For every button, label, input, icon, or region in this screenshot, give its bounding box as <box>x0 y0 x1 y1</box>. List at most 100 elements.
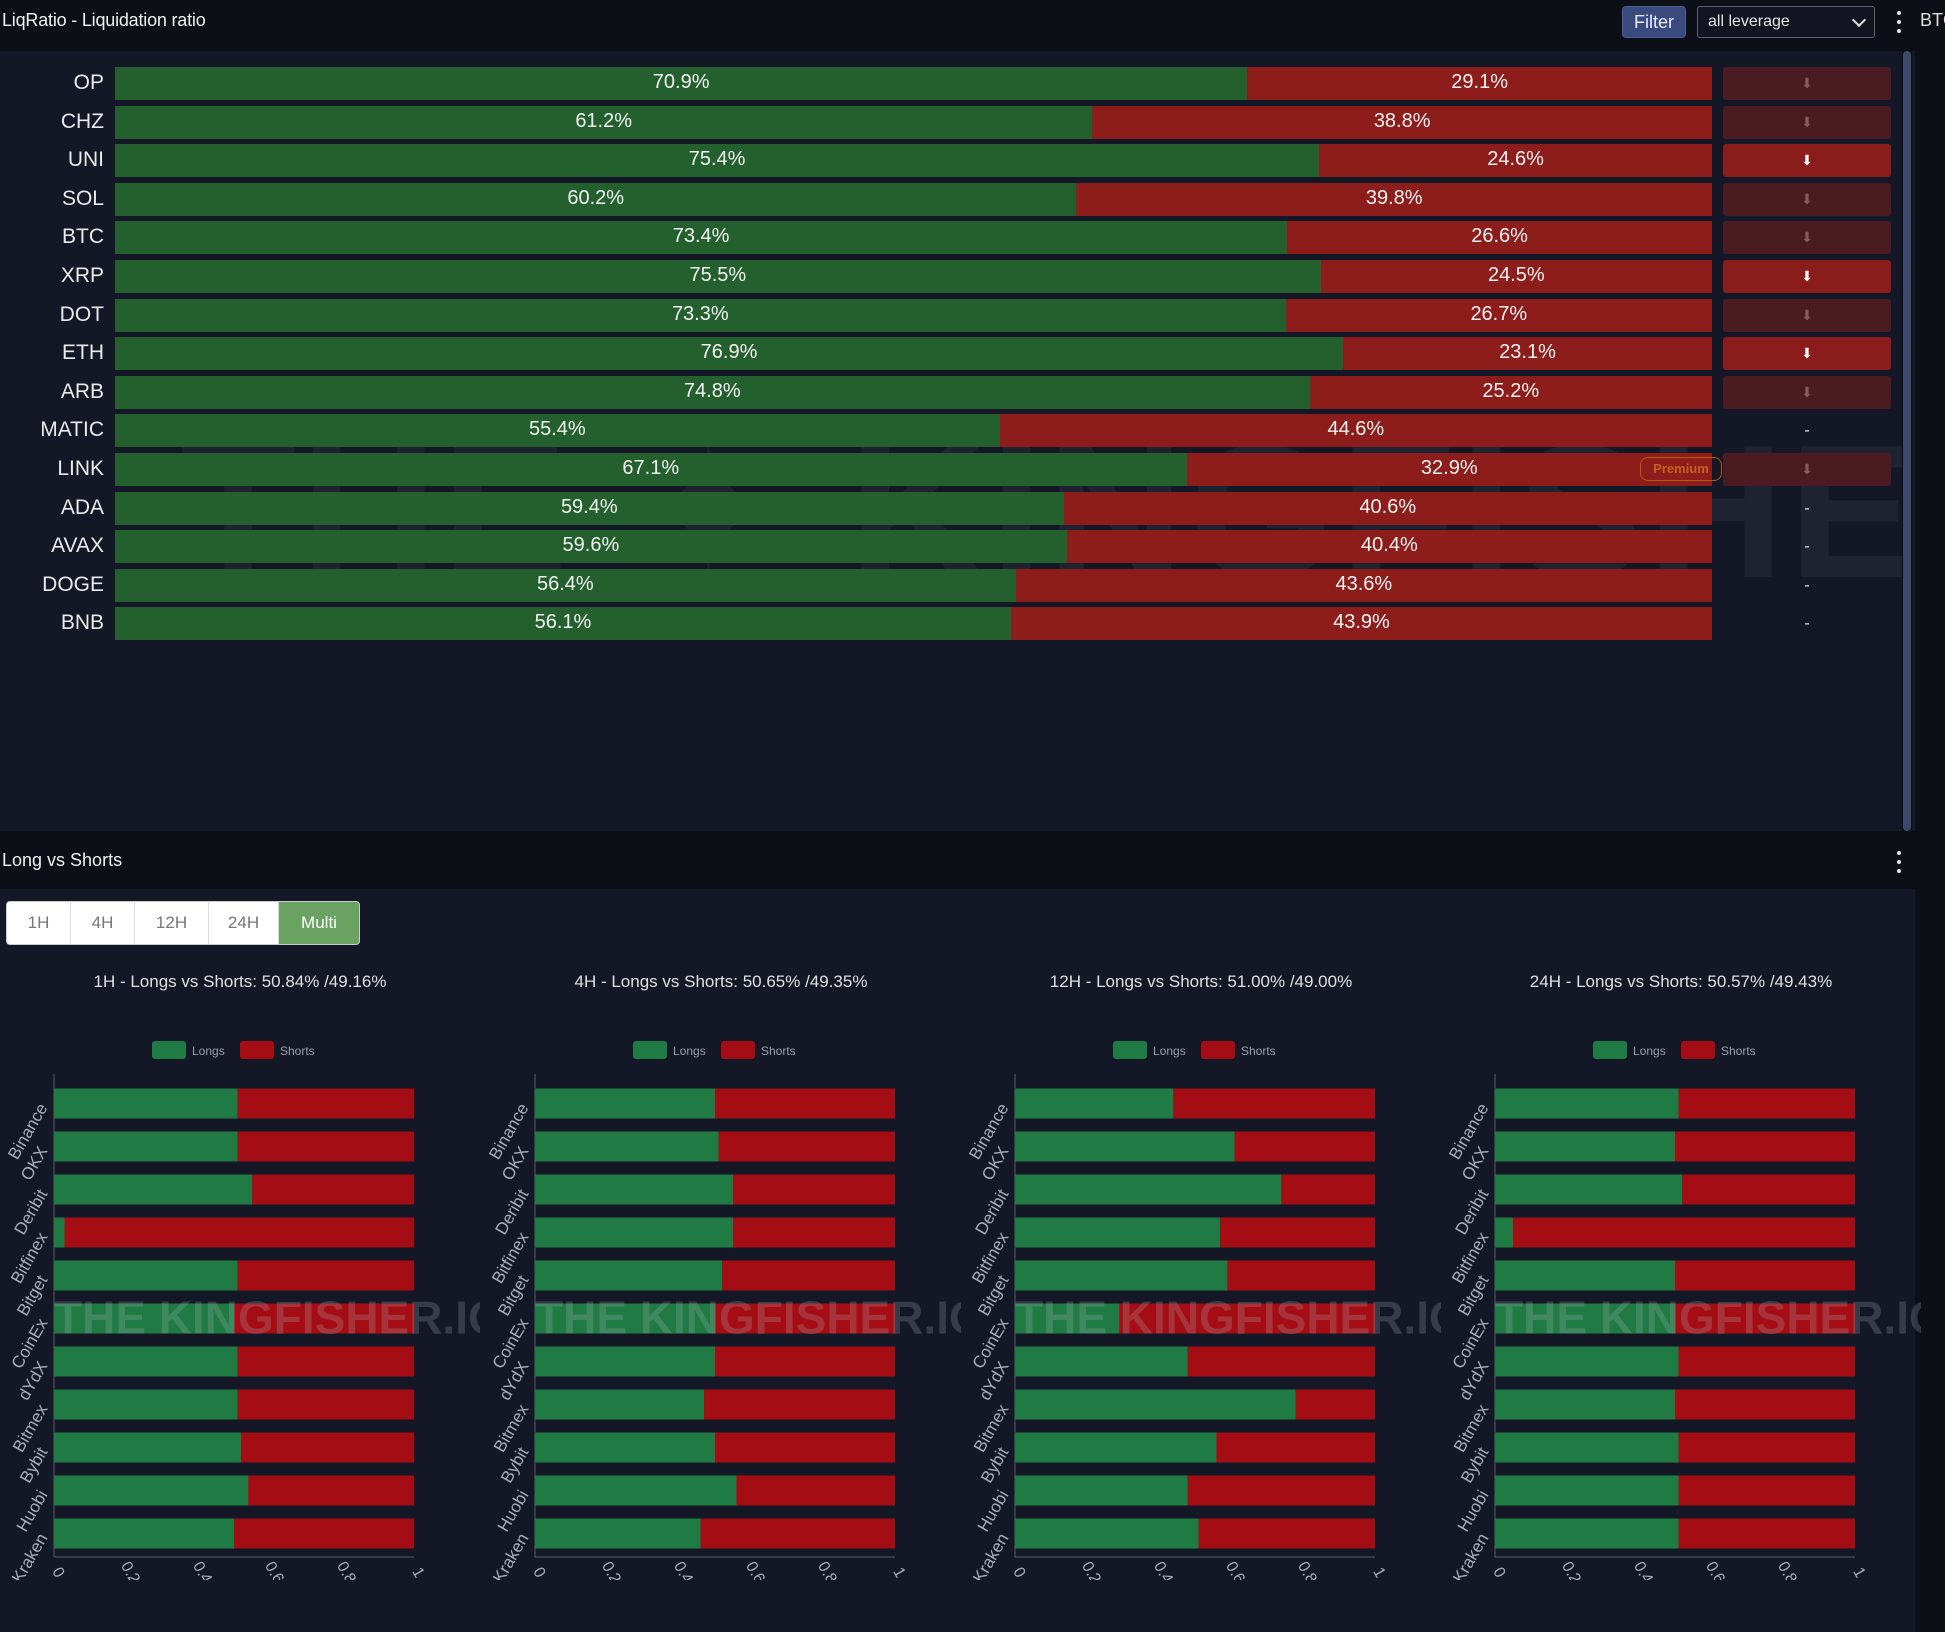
chart-title: 4H - Longs vs Shorts: 50.65% /49.35% <box>574 972 868 991</box>
ratio-bar[interactable]: 56.1% 43.9% <box>115 607 1712 641</box>
leverage-select[interactable]: all leverage <box>1697 6 1875 38</box>
symbol-label: ADA <box>60 495 104 519</box>
shorts-bar <box>1682 1174 1855 1205</box>
short-percent: 26.6% <box>1471 225 1528 248</box>
legend-swatch-longs <box>152 1041 186 1059</box>
shorts-bar <box>1675 1260 1855 1291</box>
trend-down-icon[interactable]: ⬇ <box>1723 182 1891 216</box>
ratio-bar[interactable]: 74.8% 25.2% <box>115 375 1712 409</box>
short-percent: 24.6% <box>1487 148 1544 171</box>
longs-bar <box>535 1346 715 1377</box>
longs-bar <box>54 1131 238 1162</box>
trend-down-icon[interactable]: ⬇ <box>1723 67 1891 100</box>
short-percent: 26.7% <box>1470 302 1528 325</box>
more-options-icon[interactable] <box>1896 851 1902 873</box>
ratio-bar[interactable]: 59.4% 40.6% <box>115 491 1712 525</box>
ratio-bar[interactable]: 60.2% 39.8% <box>115 182 1712 216</box>
legend-swatch-longs <box>1113 1041 1147 1059</box>
chart-title: 12H - Longs vs Shorts: 51.00% /49.00% <box>1049 972 1353 991</box>
longs-bar <box>1015 1475 1188 1506</box>
tab-multi[interactable]: Multi <box>279 902 359 944</box>
x-tick-label: 0.6 <box>261 1559 287 1580</box>
trend-down-icon[interactable]: ⬇ <box>1723 144 1891 178</box>
longs-bar <box>1015 1217 1221 1248</box>
short-segment: 24.5% <box>1320 260 1712 293</box>
category-label: Kraken <box>489 1530 532 1580</box>
ratio-bar[interactable]: 76.9% 23.1% <box>115 337 1712 371</box>
adjacent-panel-edge <box>1915 51 1945 1632</box>
trend-down-icon[interactable]: ⬇ <box>1723 375 1891 409</box>
longs-bar <box>535 1389 705 1420</box>
longs-bar <box>1015 1346 1188 1377</box>
category-label: Deribit <box>491 1186 532 1238</box>
ratio-bar[interactable]: 73.4% 26.6% <box>115 221 1712 255</box>
tab-1h[interactable]: 1H <box>7 902 71 944</box>
category-label: CoinEx <box>489 1315 533 1372</box>
ratio-bar[interactable]: 73.3% 26.7% <box>115 298 1712 332</box>
trend-down-icon[interactable]: ⬇ <box>1723 105 1891 139</box>
tab-24h[interactable]: 24H <box>209 902 279 944</box>
long-percent: 73.4% <box>672 225 730 248</box>
chart-svg: Longs ShortsBinanceOKXDeribitBitfinexBitg… <box>485 1041 961 1580</box>
longs-bar <box>1495 1131 1675 1162</box>
long-percent: 59.4% <box>560 495 618 518</box>
liq-row-xrp: XRP 75.5% 24.5% ⬇ <box>0 260 1900 293</box>
x-tick-label: 1 <box>408 1565 427 1580</box>
shorts-bar <box>1678 1475 1855 1506</box>
ratio-bar[interactable]: 56.4% 43.6% <box>115 568 1712 602</box>
shorts-bar <box>1119 1303 1375 1334</box>
category-label: Bitmex <box>9 1401 52 1456</box>
x-tick-label: 0.2 <box>117 1559 143 1580</box>
short-segment: 43.6% <box>1015 568 1712 602</box>
longs-bar <box>535 1174 733 1205</box>
ratio-bar[interactable]: 75.4% 24.6% <box>115 144 1712 178</box>
category-label: Huobi <box>13 1487 52 1535</box>
short-segment: 29.1% <box>1247 67 1712 100</box>
short-segment: 40.4% <box>1066 530 1712 564</box>
shorts-bar <box>1187 1346 1375 1377</box>
ratio-bar[interactable]: 59.6% 40.4% <box>115 530 1712 564</box>
trend-down-icon[interactable]: ⬇ <box>1723 337 1891 371</box>
shorts-bar <box>715 1088 895 1119</box>
more-options-icon[interactable] <box>1896 11 1902 33</box>
shorts-bar <box>1678 1432 1855 1463</box>
long-percent: 75.5% <box>689 264 747 286</box>
ratio-bar[interactable]: 67.1% 32.9% <box>115 453 1712 486</box>
premium-badge[interactable]: Premium <box>1640 457 1722 481</box>
category-label: Bitmex <box>490 1401 533 1456</box>
legend-label-shorts: Shorts <box>280 1044 315 1058</box>
trend-down-icon[interactable]: ⬇ <box>1723 221 1891 255</box>
ratio-bar[interactable]: 61.2% 38.8% <box>115 105 1712 139</box>
longs-bar <box>54 1174 252 1205</box>
category-label: CoinEx <box>1449 1315 1493 1372</box>
symbol-label: OP <box>73 71 104 94</box>
tab-12h[interactable]: 12H <box>135 902 209 944</box>
shorts-bar <box>237 1346 414 1377</box>
trend-down-icon[interactable]: ⬇ <box>1723 260 1891 293</box>
symbol-label: BNB <box>60 611 104 635</box>
ratio-bar[interactable]: 70.9% 29.1% <box>115 67 1712 100</box>
short-segment: 23.1% <box>1343 337 1712 371</box>
long-segment: 75.4% <box>115 144 1320 178</box>
longs-bar <box>1495 1432 1679 1463</box>
shorts-bar <box>1295 1389 1375 1420</box>
liq-row-link: LINK 67.1% 32.9% ⬇ <box>0 453 1900 486</box>
trend-down-icon[interactable]: ⬇ <box>1723 453 1891 486</box>
category-label: Deribit <box>10 1186 51 1238</box>
scrollbar[interactable] <box>1902 51 1912 831</box>
short-percent: 29.1% <box>1451 71 1508 93</box>
ratio-bar[interactable]: 55.4% 44.6% <box>115 414 1712 448</box>
category-label: Kraken <box>1449 1530 1492 1580</box>
longs-bar <box>535 1518 701 1549</box>
long-percent: 55.4% <box>529 418 586 441</box>
x-tick-label: 0.4 <box>189 1559 215 1580</box>
longs-bar <box>1015 1131 1235 1162</box>
filter-button[interactable]: Filter <box>1622 6 1686 38</box>
trend-down-icon[interactable]: ⬇ <box>1723 298 1891 332</box>
ratio-bar[interactable]: 75.5% 24.5% <box>115 260 1712 293</box>
panel-title: LiqRatio - Liquidation ratio <box>2 10 206 30</box>
short-segment: 32.9% <box>1186 453 1712 486</box>
longs-bar <box>54 1518 234 1549</box>
tab-4h[interactable]: 4H <box>71 902 135 944</box>
scrollbar-thumb[interactable] <box>1903 51 1911 831</box>
